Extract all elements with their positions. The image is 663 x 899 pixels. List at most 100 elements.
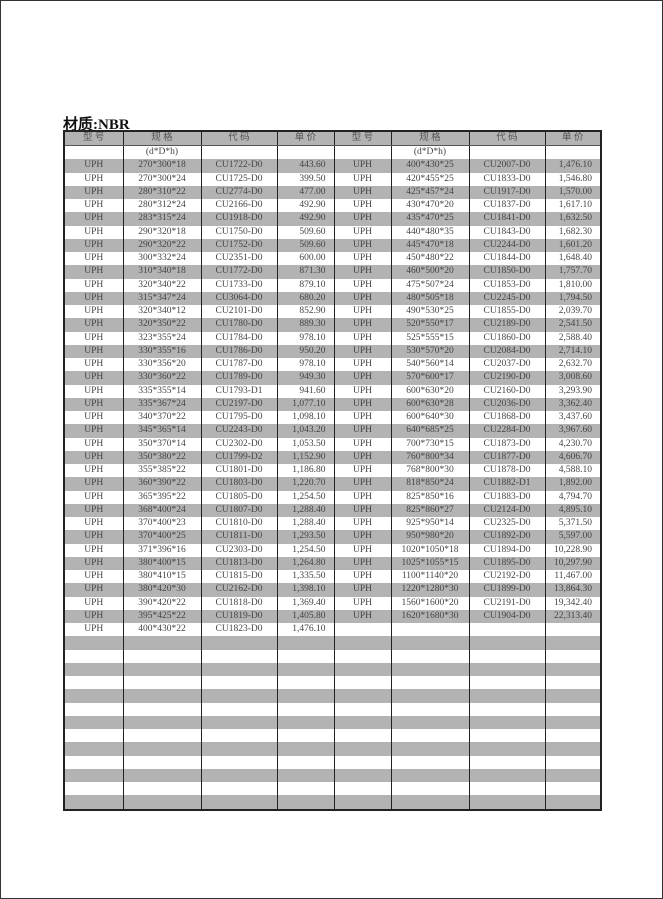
- cell-spec: 320*340*12: [122, 305, 202, 319]
- empty-cell: [122, 755, 202, 769]
- cell-model: UPH: [63, 623, 124, 637]
- cell-price: 680.20: [276, 291, 335, 305]
- empty-cell: [200, 755, 278, 769]
- table-row: UPH 368*400*24 CU1807-D0 1,288.40 UPH 825*860…: [63, 503, 602, 517]
- cell-model: UPH: [63, 543, 124, 557]
- cell-price: 5,597.00: [544, 530, 602, 544]
- cell-spec: 390*420*22: [122, 596, 202, 610]
- cell-spec: 475*507*24: [390, 278, 470, 292]
- cell-spec: 525*555*15: [390, 331, 470, 345]
- empty-cell: [333, 742, 392, 756]
- empty-cell: [276, 782, 335, 796]
- cell-spec: 1560*1600*20: [390, 596, 470, 610]
- cell-code: CU2192-D0: [468, 570, 546, 584]
- table-row: UPH 365*395*22 CU1805-D0 1,254.50 UPH 825*850…: [63, 490, 602, 504]
- cell-model: UPH: [63, 265, 124, 279]
- empty-cell: [333, 702, 392, 716]
- cell-price: 1,398.10: [276, 583, 335, 597]
- cell-code: CU1868-D0: [468, 411, 546, 425]
- cell-spec: 370*400*25: [122, 530, 202, 544]
- cell-code: CU1750-D0: [200, 225, 278, 239]
- cell-model: UPH: [333, 238, 392, 252]
- cell-price: 879.10: [276, 278, 335, 292]
- cell-price: 1,648.40: [544, 252, 602, 266]
- table-row: UPH 380*420*30 CU2162-D0 1,398.10 UPH 1220*12…: [63, 583, 602, 597]
- table-row: [63, 649, 602, 663]
- cell-code: CU1819-D0: [200, 609, 278, 623]
- cell-model: UPH: [333, 517, 392, 531]
- empty-cell: [122, 795, 202, 810]
- cell-code: CU1801-D0: [200, 464, 278, 478]
- cell-spec: 323*355*24: [122, 331, 202, 345]
- cell-code: CU1818-D0: [200, 596, 278, 610]
- cell-model: UPH: [63, 583, 124, 597]
- cell-spec: 365*395*22: [122, 490, 202, 504]
- cell-price: 492.90: [276, 199, 335, 213]
- cell-spec: 368*400*24: [122, 503, 202, 517]
- empty-cell: [544, 623, 602, 637]
- header-code: 代 码: [200, 131, 278, 146]
- cell-code: CU1878-D0: [468, 464, 546, 478]
- material-title: 材质:NBR: [63, 117, 130, 133]
- empty-cell: [63, 636, 124, 650]
- table-row: UPH 355*385*22 CU1801-D0 1,186.80 UPH 768*800…: [63, 464, 602, 478]
- empty-cell: [276, 742, 335, 756]
- subheader-row: (d*D*h) (d*D*h): [63, 145, 602, 160]
- table-row: UPH 380*410*15 CU1815-D0 1,335.50 UPH 1100*11…: [63, 570, 602, 584]
- empty-cell: [333, 715, 392, 729]
- cell-code: CU2007-D0: [468, 159, 546, 173]
- cell-code: CU1823-D0: [200, 623, 278, 637]
- cell-model: UPH: [63, 609, 124, 623]
- cell-price: 1,053.50: [276, 437, 335, 451]
- table-row: [63, 702, 602, 716]
- cell-model: UPH: [333, 252, 392, 266]
- cell-model: UPH: [333, 570, 392, 584]
- cell-code: CU2190-D0: [468, 371, 546, 385]
- cell-model: UPH: [63, 318, 124, 332]
- table-row: UPH 280*310*22 CU2774-D0 477.00 UPH 425*457*2…: [63, 185, 602, 199]
- table-row: UPH 335*367*24 CU2197-D0 1,077.10 UPH 600*630…: [63, 397, 602, 411]
- cell-model: UPH: [333, 318, 392, 332]
- cell-model: UPH: [63, 556, 124, 570]
- cell-code: CU1780-D0: [200, 318, 278, 332]
- header-row: 型 号 规 格 代 码 单 价 型 号 规 格 代 码 单 价: [63, 131, 602, 146]
- table-row: [63, 755, 602, 769]
- empty-cell: [333, 768, 392, 782]
- cell-price: 1,254.50: [276, 543, 335, 557]
- empty-cell: [276, 662, 335, 676]
- table-row: UPH 283*315*24 CU1918-D0 492.90 UPH 435*470*2…: [63, 212, 602, 226]
- cell-spec: 1025*1055*15: [390, 556, 470, 570]
- cell-code: CU2162-D0: [200, 583, 278, 597]
- cell-spec: 345*365*14: [122, 424, 202, 438]
- cell-spec: 370*400*23: [122, 517, 202, 531]
- empty-cell: [122, 636, 202, 650]
- table-row: UPH 280*312*24 CU2166-D0 492.90 UPH 430*470*2…: [63, 199, 602, 213]
- cell-price: 1,220.70: [276, 477, 335, 491]
- empty-cell: [63, 689, 124, 703]
- cell-price: 1,682.30: [544, 225, 602, 239]
- cell-spec: 520*550*17: [390, 318, 470, 332]
- table-row: [63, 729, 602, 743]
- cell-price: 1,476.10: [544, 159, 602, 173]
- empty-cell: [544, 649, 602, 663]
- empty-cell: [544, 702, 602, 716]
- cell-code: CU2303-D0: [200, 543, 278, 557]
- cell-code: CU1807-D0: [200, 503, 278, 517]
- cell-model: UPH: [63, 503, 124, 517]
- empty-cell: [544, 689, 602, 703]
- cell-spec: 600*640*30: [390, 411, 470, 425]
- empty-cell: [544, 715, 602, 729]
- empty-cell: [390, 702, 470, 716]
- cell-spec: 818*850*24: [390, 477, 470, 491]
- cell-price: 889.30: [276, 318, 335, 332]
- empty-cell: [333, 755, 392, 769]
- cell-code: CU1918-D0: [200, 212, 278, 226]
- cell-price: 1,632.50: [544, 212, 602, 226]
- empty-cell: [333, 636, 392, 650]
- table-row: [63, 795, 602, 810]
- cell-code: CU1787-D0: [200, 358, 278, 372]
- cell-code: CU1877-D0: [468, 450, 546, 464]
- cell-spec: 490*530*25: [390, 305, 470, 319]
- empty-cell: [544, 782, 602, 796]
- table-row: UPH 371*396*16 CU2303-D0 1,254.50 UPH 1020*10…: [63, 543, 602, 557]
